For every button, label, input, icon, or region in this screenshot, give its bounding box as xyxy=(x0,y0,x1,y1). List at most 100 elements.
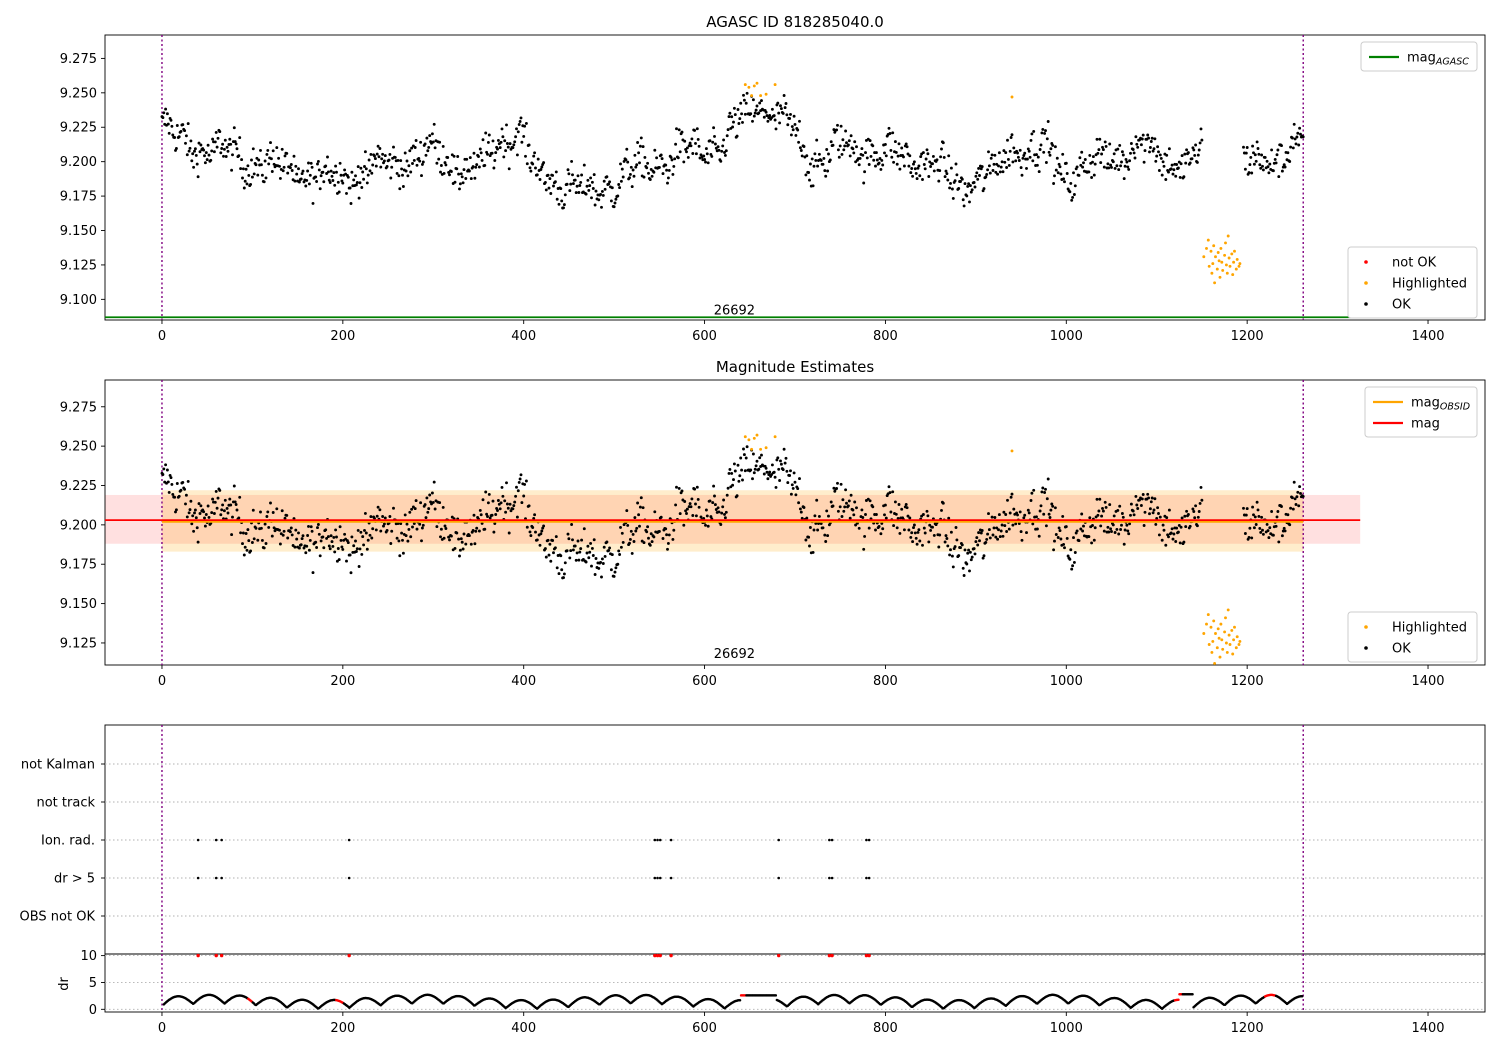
estimates-ok-point xyxy=(756,460,759,463)
agasc-ok-point xyxy=(239,167,242,170)
estimates-ok-point xyxy=(1174,540,1177,543)
agasc-ok-point xyxy=(380,157,383,160)
estimates-ok-point xyxy=(455,532,458,535)
agasc-ok-point xyxy=(966,185,969,188)
estimates-ok-point xyxy=(868,527,871,530)
dr-point xyxy=(1191,993,1194,996)
estimates-ok-point xyxy=(570,523,573,526)
estimates-ok-point xyxy=(933,534,936,537)
agasc-ok-point xyxy=(225,155,228,158)
agasc-ok-point xyxy=(1020,166,1023,169)
agasc-ok-point xyxy=(475,163,478,166)
estimates-ok-point xyxy=(1192,510,1195,513)
agasc-ok-point xyxy=(737,122,740,125)
estimates-ok-point xyxy=(523,483,526,486)
estimates-ok-point xyxy=(191,514,194,517)
agasc-ok-point xyxy=(730,115,733,118)
estimates-ok-point xyxy=(356,547,359,550)
agasc-ok-point xyxy=(1118,144,1121,147)
estimates-ok-point xyxy=(1270,510,1273,513)
estimates-ok-point xyxy=(746,445,749,448)
estimates-ok-point xyxy=(1107,531,1110,534)
agasc-ok-point xyxy=(592,187,595,190)
estimates-ok-point xyxy=(1096,498,1099,501)
agasc-ok-point xyxy=(383,159,386,162)
agasc-ok-point xyxy=(381,153,384,156)
estimates-ok-point xyxy=(335,536,338,539)
agasc-ok-point xyxy=(215,131,218,134)
estimates-ok-point xyxy=(671,538,674,541)
agasc-ok-point xyxy=(563,203,566,206)
estimates-ok-point xyxy=(1171,527,1174,530)
estimates-ok-point xyxy=(717,506,720,509)
agasc-ok-point xyxy=(870,155,873,158)
estimates-ok-point xyxy=(1106,526,1109,529)
estimates-lower-legend: HighlightedOK xyxy=(1348,612,1477,662)
dr-trace xyxy=(163,993,1304,1010)
estimates-ok-point xyxy=(945,534,948,537)
estimates-ok-point xyxy=(406,523,409,526)
flag-marker xyxy=(197,839,200,842)
estimates-ok-point xyxy=(261,539,264,542)
agasc-ok-point xyxy=(993,154,996,157)
estimates-ok-point xyxy=(788,474,791,477)
agasc-ok-point xyxy=(183,129,186,132)
estimates-ok-point xyxy=(1002,535,1005,538)
estimates-ok-point xyxy=(164,463,167,466)
agasc-ok-point xyxy=(993,163,996,166)
estimates-ok-point xyxy=(660,516,663,519)
agasc-ok-point xyxy=(235,142,238,145)
estimates-ok-point xyxy=(754,468,757,471)
estimates-ok-point xyxy=(400,532,403,535)
agasc-ok-point xyxy=(425,154,428,157)
agasc-ok-point xyxy=(757,112,760,115)
agasc-ok-point xyxy=(823,169,826,172)
agasc-ok-point xyxy=(741,121,744,124)
agasc-ok-point xyxy=(1004,151,1007,154)
agasc-ok-point xyxy=(458,187,461,190)
estimates-ok-point xyxy=(298,547,301,550)
agasc-ok-point xyxy=(734,113,737,116)
agasc-ok-point xyxy=(1120,161,1123,164)
agasc-ok-point xyxy=(752,98,755,101)
agasc-ok-point xyxy=(878,162,881,165)
estimates-ok-point xyxy=(404,513,407,516)
agasc-highlighted-point xyxy=(1202,255,1205,258)
agasc-ok-point xyxy=(1151,137,1154,140)
agasc-ok-point xyxy=(986,168,989,171)
estimates-ok-point xyxy=(366,548,369,551)
agasc-ok-point xyxy=(1032,130,1035,133)
dr-flag-marker xyxy=(830,954,833,957)
dr-point xyxy=(1301,995,1304,998)
agasc-ok-point xyxy=(507,146,510,149)
estimates-ok-point xyxy=(544,547,547,550)
agasc-ok-point xyxy=(850,134,853,137)
estimates-ok-point xyxy=(227,512,230,515)
agasc-ok-point xyxy=(907,165,910,168)
agasc-ok-point xyxy=(792,128,795,131)
agasc-ok-point xyxy=(435,162,438,165)
agasc-highlighted-point xyxy=(1238,265,1241,268)
agasc-ok-point xyxy=(473,177,476,180)
estimates-ok-point xyxy=(1132,510,1135,513)
estimates-obsid-label: 26692 xyxy=(714,647,755,662)
agasc-ok-point xyxy=(1026,158,1029,161)
agasc-ok-point xyxy=(962,198,965,201)
estimates-ok-point xyxy=(1157,512,1160,515)
agasc-ok-point xyxy=(329,181,332,184)
agasc-ok-point xyxy=(434,146,437,149)
agasc-ok-point xyxy=(368,159,371,162)
estimates-ok-point xyxy=(739,457,742,460)
estimates-highlighted-point xyxy=(1210,651,1213,654)
agasc-ok-point xyxy=(479,148,482,151)
estimates-ok-point xyxy=(988,528,991,531)
agasc-ok-point xyxy=(523,125,526,128)
estimates-highlighted-point xyxy=(1213,662,1216,665)
estimates-ok-point xyxy=(731,484,734,487)
agasc-ok-point xyxy=(203,154,206,157)
estimates-ok-point xyxy=(742,448,745,451)
estimates-ok-point xyxy=(470,543,473,546)
estimates-ok-point xyxy=(1040,490,1043,493)
estimates-ok-point xyxy=(214,501,217,504)
agasc-ok-point xyxy=(257,159,260,162)
